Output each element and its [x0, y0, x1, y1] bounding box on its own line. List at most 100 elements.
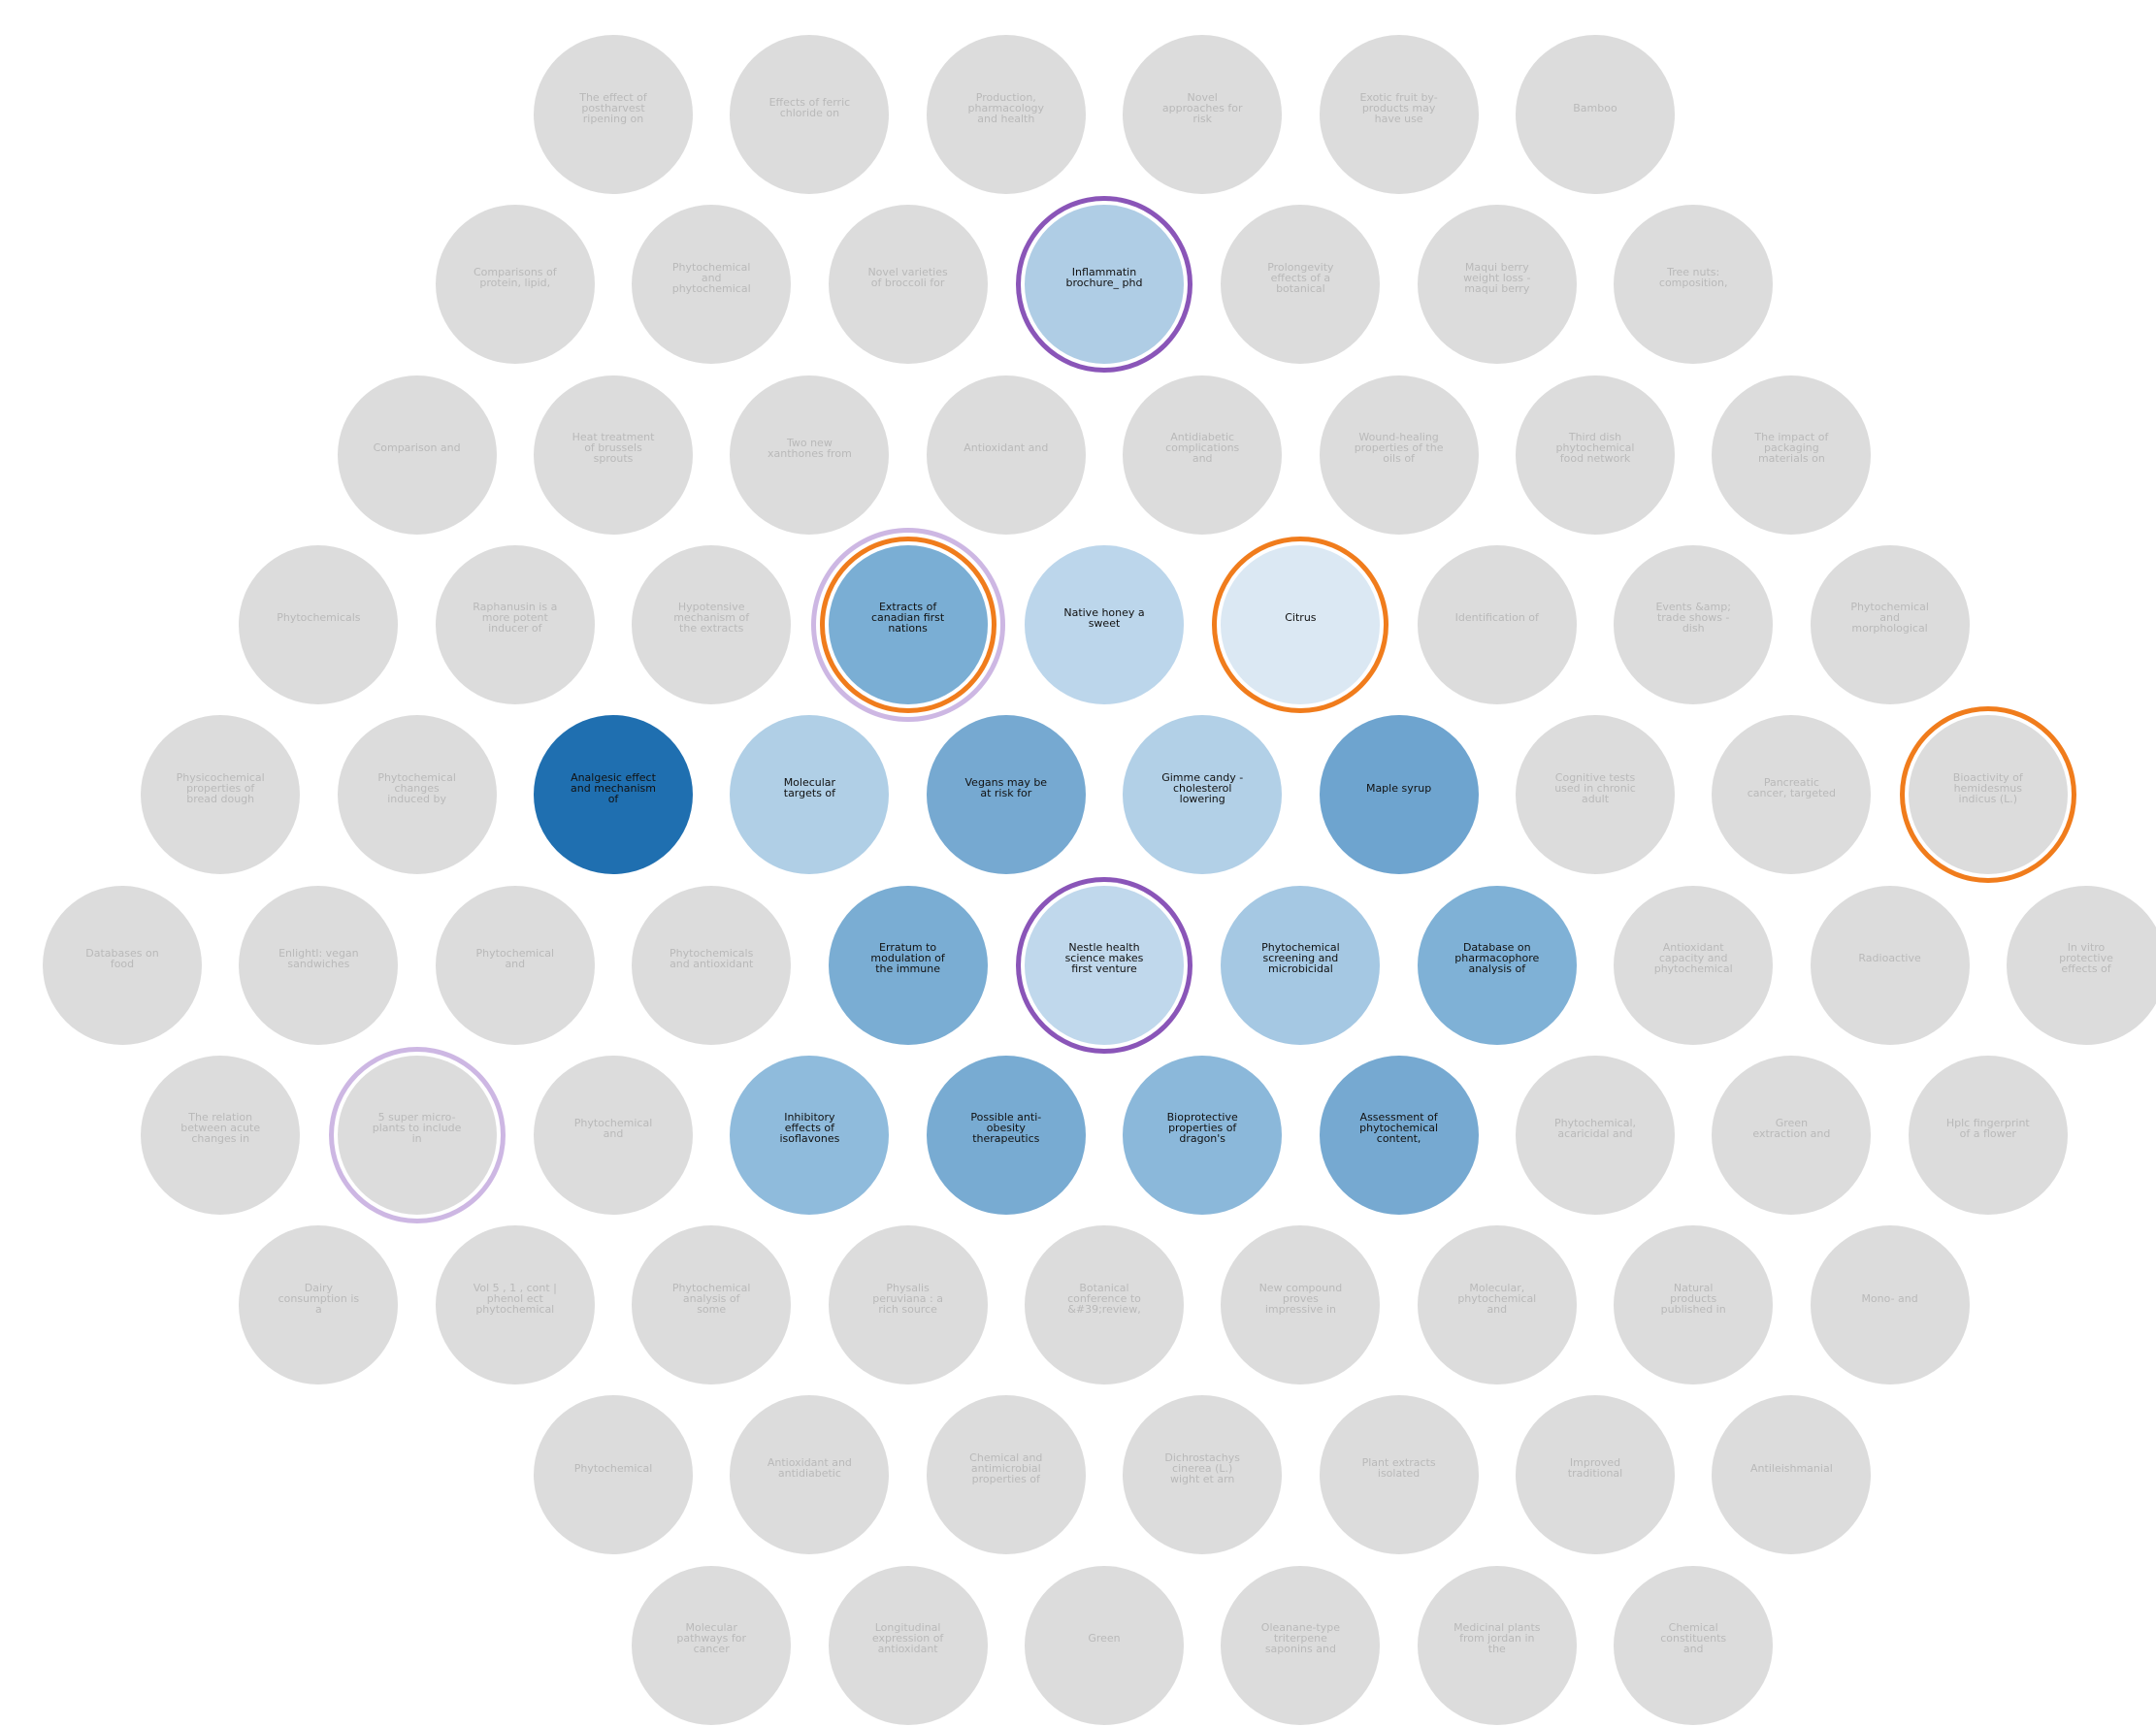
topic-bubble[interactable]: Antioxidant and antidiabetic — [730, 1395, 890, 1555]
topic-bubble[interactable]: Molecular pathways for cancer — [632, 1565, 792, 1725]
topic-bubble[interactable]: Antioxidant capacity and phytochemical — [1614, 885, 1774, 1045]
topic-bubble[interactable]: Events &amp; trade shows - dish — [1614, 544, 1774, 704]
topic-bubble[interactable]: Database on pharmacophore analysis of — [1417, 885, 1577, 1045]
topic-bubble[interactable]: Phytochemical — [534, 1395, 693, 1555]
topic-bubble[interactable]: Comparison and — [337, 375, 497, 535]
topic-bubble[interactable]: Physalis peruviana : a rich source — [828, 1225, 988, 1385]
bubble-label: Nestle health science makes first ventur… — [1064, 941, 1144, 975]
topic-bubble[interactable]: Bamboo — [1516, 35, 1675, 194]
topic-bubble[interactable]: Extracts of canadian first nations — [828, 544, 988, 704]
topic-bubble[interactable]: Chemical constituents and — [1614, 1565, 1774, 1725]
topic-bubble[interactable]: Antidiabetic complications and — [1123, 375, 1283, 535]
topic-bubble[interactable]: Gimme candy - cholesterol lowering — [1123, 715, 1283, 875]
topic-bubble[interactable]: Possible anti-obesity therapeutics — [926, 1055, 1086, 1215]
topic-bubble[interactable]: Identification of — [1417, 544, 1577, 704]
topic-bubble[interactable]: Hplc fingerprint of a flower — [1908, 1055, 2068, 1215]
topic-bubble[interactable]: Dairy consumption is a — [239, 1225, 399, 1385]
topic-bubble[interactable]: Green extraction and — [1712, 1055, 1872, 1215]
topic-bubble[interactable]: Phytochemicals — [239, 544, 399, 704]
topic-bubble[interactable]: Novel varieties of broccoli for — [828, 205, 988, 365]
topic-bubble[interactable]: Phytochemical and morphological — [1810, 544, 1970, 704]
topic-bubble[interactable]: Improved traditional — [1516, 1395, 1675, 1555]
topic-bubble[interactable]: Effects of ferric chloride on — [730, 35, 890, 194]
topic-bubble[interactable]: Maple syrup — [1319, 715, 1479, 875]
topic-bubble[interactable]: Assessment of phytochemical content, — [1319, 1055, 1479, 1215]
topic-bubble[interactable]: Phytochemicals and antioxidant — [632, 885, 792, 1045]
topic-bubble[interactable]: Antileishmanial — [1712, 1395, 1872, 1555]
topic-bubble[interactable]: Two new xanthones from — [730, 375, 890, 535]
topic-bubble[interactable]: Medicinal plants from jordan in the — [1417, 1565, 1577, 1725]
topic-bubble[interactable]: Mono- and — [1810, 1225, 1970, 1385]
bubble-label: Tree nuts: composition, — [1658, 266, 1728, 290]
bubble-label: Chemical and antimicrobial properties of — [969, 1450, 1043, 1485]
topic-bubble[interactable]: Vol 5 , 1 , cont | phenol ect phytochemi… — [435, 1225, 595, 1385]
bubble-label: Databases on food — [85, 946, 159, 970]
topic-bubble[interactable]: Erratum to modulation of the immune — [828, 885, 988, 1045]
topic-bubble[interactable]: Molecular targets of — [730, 715, 890, 875]
topic-bubble[interactable]: Dichrostachys cinerea (L.) wight et arn — [1123, 1395, 1283, 1555]
topic-bubble[interactable]: Green — [1025, 1565, 1184, 1725]
topic-bubble[interactable]: Wound-healing properties of the oils of — [1319, 375, 1479, 535]
topic-bubble[interactable]: Third dish phytochemical food network — [1516, 375, 1675, 535]
bubble-label: Antioxidant capacity and phytochemical — [1653, 941, 1733, 975]
topic-bubble[interactable]: Molecular, phytochemical and — [1417, 1225, 1577, 1385]
bubble-label: New compound proves impressive in — [1258, 1281, 1343, 1316]
topic-bubble[interactable]: Phytochemical, acaricidal and — [1516, 1055, 1675, 1215]
bubble-label: Longitudinal expression of antioxidant — [871, 1621, 944, 1656]
topic-bubble[interactable]: Oleanane-type triterpene saponins and — [1221, 1565, 1381, 1725]
topic-bubble[interactable]: Chemical and antimicrobial properties of — [926, 1395, 1086, 1555]
topic-bubble[interactable]: Raphanusin is a more potent inducer of — [435, 544, 595, 704]
topic-bubble[interactable]: Inflammatin brochure_ phd — [1025, 205, 1184, 365]
topic-bubble[interactable]: The impact of packaging materials on — [1712, 375, 1872, 535]
topic-bubble[interactable]: Hypotensive mechanism of the extracts — [632, 544, 792, 704]
topic-bubble[interactable]: Phytochemical screening and microbicidal — [1221, 885, 1381, 1045]
topic-bubble[interactable]: Maqui berry weight loss - maqui berry — [1417, 205, 1577, 365]
topic-bubble[interactable]: Natural products published in — [1614, 1225, 1774, 1385]
topic-bubble[interactable]: Exotic fruit by-products may have use — [1319, 35, 1479, 194]
topic-bubble[interactable]: New compound proves impressive in — [1221, 1225, 1381, 1385]
topic-bubble[interactable]: Antioxidant and — [926, 375, 1086, 535]
topic-bubble[interactable]: Phytochemical and — [534, 1055, 693, 1215]
topic-bubble[interactable]: Analgesic effect and mechanism of — [534, 715, 693, 875]
topic-bubble[interactable]: Radioactive — [1810, 885, 1970, 1045]
topic-bubble[interactable]: Phytochemical and — [435, 885, 595, 1045]
topic-bubble[interactable]: Prolongevity effects of a botanical — [1221, 205, 1381, 365]
topic-bubble[interactable]: Physicochemical properties of bread doug… — [141, 715, 301, 875]
topic-bubble[interactable]: In vitro protective effects of — [2007, 885, 2156, 1045]
topic-bubble[interactable]: Vegans may be at risk for — [926, 715, 1086, 875]
topic-bubble[interactable]: Botanical conference to &#39;review, — [1025, 1225, 1184, 1385]
bubble-label: The relation between acute changes in — [180, 1111, 261, 1146]
bubble-label: Phytochemicals — [277, 611, 361, 625]
bubble-label: Dairy consumption is a — [278, 1281, 360, 1316]
topic-bubble[interactable]: Phytochemical and phytochemical — [632, 205, 792, 365]
topic-bubble[interactable]: Tree nuts: composition, — [1614, 205, 1774, 365]
bubble-label: Antioxidant and — [964, 441, 1049, 455]
topic-bubble[interactable]: Production, pharmacology and health — [926, 35, 1086, 194]
topic-bubble[interactable]: The relation between acute changes in — [141, 1055, 301, 1215]
topic-bubble[interactable]: Pancreatic cancer, targeted — [1712, 715, 1872, 875]
topic-bubble[interactable]: Longitudinal expression of antioxidant — [828, 1565, 988, 1725]
topic-bubble[interactable]: Heat treatment of brussels sprouts — [534, 375, 693, 535]
topic-bubble[interactable]: Plant extracts isolated — [1319, 1395, 1479, 1555]
bubble-label: Heat treatment of brussels sprouts — [572, 431, 655, 466]
topic-bubble[interactable]: The effect of postharvest ripening on — [534, 35, 693, 194]
bubble-label: Assessment of phytochemical content, — [1359, 1111, 1439, 1146]
topic-bubble[interactable]: Enlightl: vegan sandwiches — [239, 885, 399, 1045]
topic-bubble[interactable]: Cognitive tests used in chronic adult — [1516, 715, 1675, 875]
topic-bubble[interactable]: Bioprotective properties of dragon's — [1123, 1055, 1283, 1215]
bubble-label: Enlightl: vegan sandwiches — [278, 946, 359, 970]
bubble-label: Effects of ferric chloride on — [768, 96, 851, 119]
topic-bubble[interactable]: Inhibitory effects of isoflavones — [730, 1055, 890, 1215]
bubble-label: 5 super micro-plants to include in — [372, 1111, 462, 1146]
topic-bubble[interactable]: Novel approaches for risk — [1123, 35, 1283, 194]
topic-bubble[interactable]: Phytochemical changes induced by — [337, 715, 497, 875]
topic-bubble[interactable]: Native honey a sweet — [1025, 544, 1184, 704]
bubble-label: Antioxidant and antidiabetic — [767, 1456, 852, 1481]
topic-bubble[interactable]: Phytochemical analysis of some — [632, 1225, 792, 1385]
topic-bubble[interactable]: Comparisons of protein, lipid, — [435, 205, 595, 365]
topic-bubble[interactable]: Citrus — [1221, 544, 1381, 704]
topic-bubble[interactable]: 5 super micro-plants to include in — [337, 1055, 497, 1215]
topic-bubble[interactable]: Nestle health science makes first ventur… — [1025, 885, 1184, 1045]
topic-bubble[interactable]: Databases on food — [43, 885, 202, 1045]
topic-bubble[interactable]: Bioactivity of hemidesmus indicus (L.) — [1908, 715, 2068, 875]
